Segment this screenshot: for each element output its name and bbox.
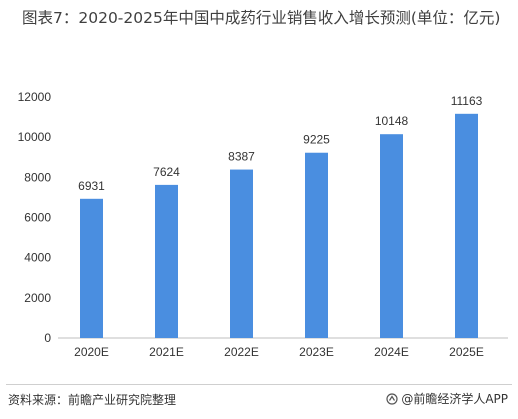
- y-tick-label: 2000: [24, 291, 51, 305]
- bar: [455, 113, 478, 338]
- y-tick-label: 6000: [24, 211, 51, 225]
- data-label: 8387: [228, 150, 255, 164]
- x-tick-label: 2022E: [224, 345, 259, 359]
- brand-logo-icon: [386, 392, 398, 405]
- footer-divider: [6, 384, 512, 385]
- data-label: 7624: [153, 165, 180, 179]
- y-tick-label: 8000: [24, 170, 51, 184]
- data-label: 9225: [303, 133, 330, 147]
- bars: [80, 113, 478, 338]
- x-tick-label: 2023E: [299, 345, 334, 359]
- y-tick-label: 0: [44, 331, 51, 345]
- data-labels: 6931 7624 8387 9225 10148 11163: [78, 94, 482, 193]
- x-axis: 2020E 2021E 2022E 2023E 2024E 2025E: [58, 337, 508, 359]
- y-tick-label: 10000: [18, 130, 52, 144]
- y-axis: 0 2000 4000 6000 8000 10000 12000: [18, 90, 52, 345]
- bar: [305, 152, 328, 338]
- data-label: 11163: [451, 94, 483, 108]
- x-tick-label: 2024E: [374, 345, 409, 359]
- brand-credit: @前瞻经济学人APP: [386, 390, 508, 407]
- x-tick-label: 2021E: [149, 345, 184, 359]
- brand-text: @前瞻经济学人APP: [401, 392, 508, 406]
- chart-title: 图表7：2020-2025年中国中成药行业销售收入增长预测(单位：亿元): [22, 9, 501, 27]
- x-tick-label: 2020E: [74, 345, 109, 359]
- bar: [155, 184, 178, 338]
- bar: [230, 169, 253, 338]
- y-tick-label: 12000: [18, 90, 52, 104]
- data-label: 6931: [78, 179, 105, 193]
- bar: [380, 134, 403, 338]
- data-label: 10148: [375, 114, 409, 128]
- y-tick-label: 4000: [24, 251, 51, 265]
- bar: [80, 198, 103, 338]
- x-tick-label: 2025E: [449, 345, 484, 359]
- source-note: 资料来源：前瞻产业研究院整理: [8, 393, 177, 407]
